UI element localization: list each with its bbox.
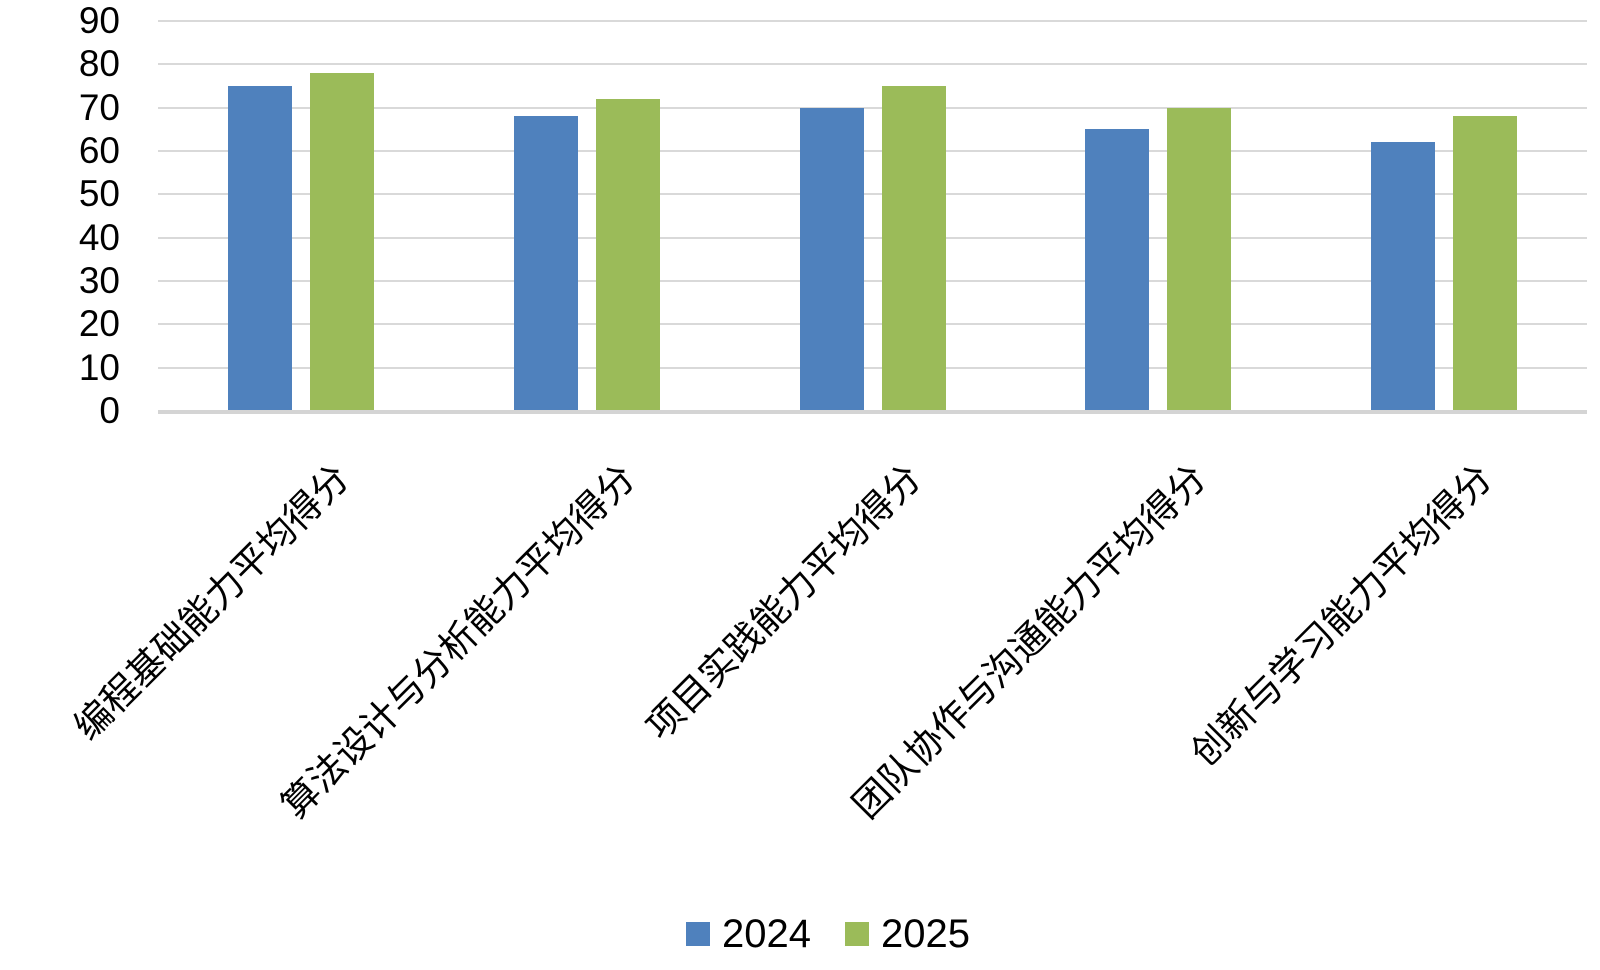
bar-2024-category-3 xyxy=(799,107,864,411)
bar-2025-category-4 xyxy=(1167,107,1232,411)
y-tick-label-0: 0 xyxy=(99,390,120,431)
gridline-90 xyxy=(158,20,1587,22)
legend-item-2025: 2025 xyxy=(845,912,970,956)
bar-2025-category-3 xyxy=(881,86,946,411)
bar-2024-category-1 xyxy=(227,86,292,411)
gridline-60 xyxy=(158,150,1587,152)
x-category-label-3: 项目实践能力平均得分 xyxy=(637,457,929,748)
gridline-20 xyxy=(158,323,1587,326)
gridline-40 xyxy=(158,236,1587,239)
plot-area xyxy=(158,20,1587,414)
bar-2025-category-1 xyxy=(309,73,374,411)
legend: 2024 2025 xyxy=(0,912,1600,956)
legend-swatch-2025 xyxy=(845,922,869,946)
gridline-50 xyxy=(158,193,1587,196)
y-tick-label-40: 40 xyxy=(78,216,120,258)
bar-2025-category-2 xyxy=(595,99,660,411)
legend-label-2024: 2024 xyxy=(722,912,811,956)
y-tick-label-90: 90 xyxy=(78,0,120,41)
gridline-80 xyxy=(158,63,1587,66)
legend-swatch-2024 xyxy=(686,922,711,946)
x-category-label-5: 创新与学习能力平均得分 xyxy=(1183,457,1501,774)
x-axis-line xyxy=(158,410,1587,414)
bar-2024-category-5 xyxy=(1371,142,1436,411)
gridline-10 xyxy=(158,366,1587,369)
legend-label-2025: 2025 xyxy=(881,912,970,956)
bar-2024-category-2 xyxy=(513,116,578,411)
legend-item-2024: 2024 xyxy=(686,912,811,956)
y-tick-label-60: 60 xyxy=(78,130,120,171)
x-category-label-1: 编程基础能力平均得分 xyxy=(66,457,357,748)
y-tick-label-10: 10 xyxy=(78,346,120,388)
gridline-30 xyxy=(158,280,1587,282)
gridline-70 xyxy=(158,106,1587,109)
bar-2025-category-5 xyxy=(1453,116,1518,411)
y-tick-label-80: 80 xyxy=(78,43,120,85)
y-tick-label-50: 50 xyxy=(78,173,120,215)
y-tick-label-70: 70 xyxy=(78,86,120,128)
y-tick-label-20: 20 xyxy=(78,303,120,345)
y-tick-label-30: 30 xyxy=(78,260,120,301)
bar-2024-category-4 xyxy=(1085,129,1150,411)
